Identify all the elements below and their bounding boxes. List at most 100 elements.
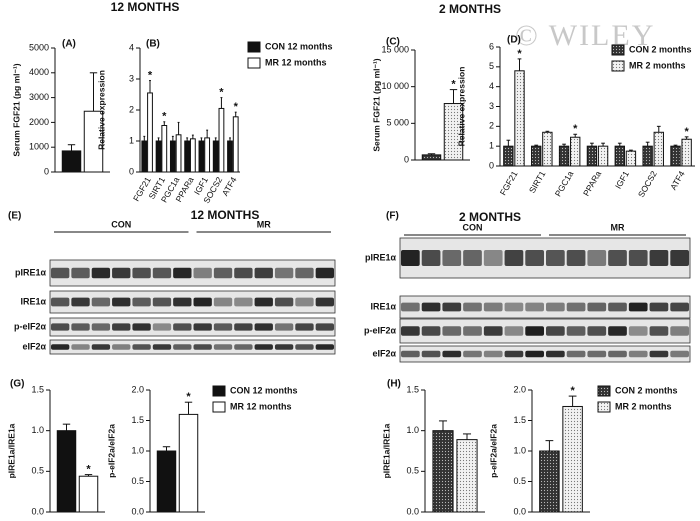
- legend-label: CON 12 months: [230, 385, 298, 395]
- band: [463, 326, 482, 336]
- band: [401, 302, 420, 312]
- band: [525, 250, 544, 266]
- bar: [625, 150, 637, 167]
- band: [504, 326, 524, 336]
- group-label: CON: [111, 219, 131, 229]
- band: [51, 344, 70, 350]
- x-tick-label: ATF4: [668, 169, 687, 192]
- band: [254, 323, 273, 331]
- band: [315, 267, 334, 279]
- band: [234, 267, 253, 279]
- band: [71, 267, 90, 279]
- band: [546, 350, 565, 358]
- band: [421, 326, 441, 336]
- y-tick-label: 0: [44, 166, 49, 176]
- bar: [156, 450, 177, 513]
- band: [566, 326, 586, 336]
- band: [71, 344, 90, 350]
- band: [254, 267, 273, 279]
- band: [566, 350, 586, 358]
- y-axis-label: p-eIF2a/eIF2a: [106, 424, 116, 478]
- band: [193, 323, 212, 331]
- blot-strip: [49, 317, 336, 337]
- significance: *: [517, 48, 522, 60]
- y-tick-label: 0.5: [131, 476, 144, 486]
- y-tick-label: 0.5: [406, 466, 419, 476]
- heading: 12 MONTHS: [111, 0, 180, 14]
- legend-label: MR 12 months: [230, 401, 292, 411]
- y-tick-label: 2: [489, 121, 494, 131]
- bar: [531, 145, 542, 167]
- band: [152, 297, 172, 307]
- y-tick-label: 1.0: [131, 445, 144, 455]
- y-tick-label: 15 000: [381, 44, 409, 54]
- y-tick-label: 1.5: [406, 384, 419, 394]
- panel-label: (E): [8, 211, 21, 222]
- band: [649, 326, 669, 336]
- legend-label: CON 12 months: [265, 41, 333, 51]
- y-axis-label: pIRE1a/IRE1a: [6, 423, 16, 478]
- bar: [147, 92, 153, 173]
- y-axis-label: p-eIF2a/eIF2a: [488, 424, 498, 478]
- band: [442, 326, 462, 336]
- blot-title: 12 MONTHS: [191, 208, 260, 222]
- blot-row-label: eIF2α: [372, 348, 396, 358]
- band: [173, 323, 192, 331]
- y-tick-label: 1.5: [131, 415, 144, 425]
- band: [213, 297, 233, 307]
- band: [51, 267, 70, 279]
- bar: [558, 145, 570, 167]
- y-axis-label: Relative expression: [456, 67, 466, 147]
- band: [608, 326, 627, 336]
- band: [463, 250, 482, 266]
- band: [525, 350, 544, 358]
- blot-row-label: IRE1α: [20, 296, 46, 306]
- bar: [432, 430, 454, 513]
- blot-row-label: p-eIF2α: [14, 321, 47, 331]
- blot-row-label: pIRE1α: [365, 252, 397, 262]
- legend-swatch: [597, 385, 611, 397]
- band: [442, 250, 462, 266]
- band: [401, 250, 420, 266]
- bar: [456, 439, 478, 513]
- legend-swatch: [247, 41, 261, 53]
- blot-strip: [399, 345, 691, 363]
- y-tick-label: 5: [489, 61, 494, 71]
- panel-label: (F): [386, 211, 399, 222]
- bar: [514, 70, 525, 167]
- watermark: © WILEY: [515, 19, 655, 52]
- panel-label: (B): [146, 39, 160, 50]
- significance: *: [685, 126, 690, 138]
- bar: [614, 145, 625, 167]
- band: [173, 267, 192, 279]
- bar: [642, 145, 653, 167]
- band: [504, 250, 524, 266]
- legend-swatch: [597, 401, 611, 413]
- band: [173, 344, 192, 350]
- band: [71, 297, 90, 307]
- band: [213, 323, 233, 331]
- bar: [653, 131, 664, 167]
- bar: [78, 475, 99, 513]
- band: [295, 267, 314, 279]
- y-tick-label: 0.5: [513, 476, 526, 486]
- bar: [681, 138, 692, 167]
- band: [132, 297, 151, 307]
- band: [315, 323, 334, 331]
- blot-row-label: eIF2α: [22, 341, 46, 351]
- group-label: CON: [463, 222, 483, 232]
- significance: *: [219, 87, 224, 99]
- band: [421, 350, 441, 358]
- legend-swatch: [611, 60, 625, 72]
- y-tick-label: 1.0: [406, 425, 419, 435]
- bar: [542, 131, 553, 167]
- band: [295, 323, 314, 331]
- band: [566, 302, 586, 312]
- bar: [421, 154, 442, 161]
- band: [525, 326, 544, 336]
- significance: *: [234, 101, 239, 113]
- band: [463, 302, 482, 312]
- panel-label: (H): [387, 379, 401, 390]
- y-tick-label: 3: [489, 101, 494, 111]
